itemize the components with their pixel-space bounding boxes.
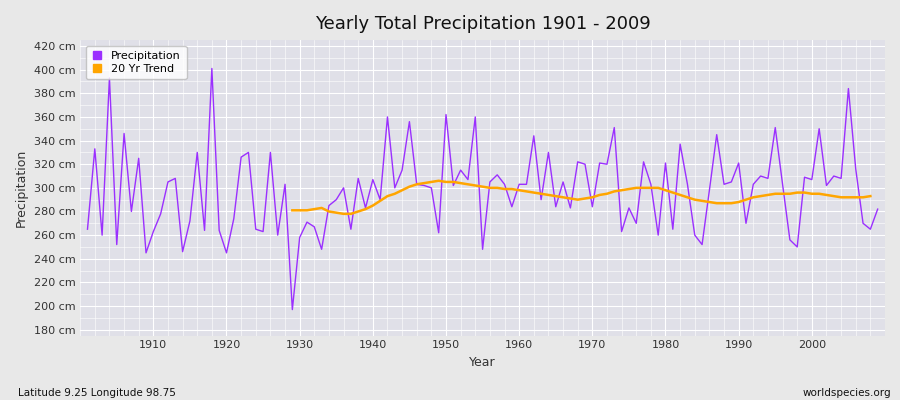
Y-axis label: Precipitation: Precipitation — [15, 149, 28, 227]
Precipitation — [521, 182, 532, 187]
Text: Latitude 9.25 Longitude 98.75: Latitude 9.25 Longitude 98.75 — [18, 388, 176, 398]
Precipitation — [528, 134, 539, 138]
20 Yr Trend — [287, 208, 298, 213]
20 Yr Trend — [814, 191, 824, 196]
20 Yr Trend — [338, 212, 349, 216]
20 Yr Trend — [558, 195, 569, 200]
20 Yr Trend — [697, 198, 707, 203]
Precipitation — [360, 206, 371, 210]
Line: Precipitation: Precipitation — [87, 68, 878, 310]
Text: worldspecies.org: worldspecies.org — [803, 388, 891, 398]
20 Yr Trend — [645, 186, 656, 190]
Precipitation — [316, 247, 327, 252]
20 Yr Trend — [675, 192, 686, 197]
Precipitation — [140, 250, 151, 255]
20 Yr Trend — [652, 186, 663, 190]
Precipitation — [82, 227, 93, 232]
Precipitation — [616, 229, 627, 234]
Line: 20 Yr Trend: 20 Yr Trend — [292, 181, 870, 214]
X-axis label: Year: Year — [469, 356, 496, 369]
Precipitation — [287, 307, 298, 312]
Legend: Precipitation, 20 Yr Trend: Precipitation, 20 Yr Trend — [86, 46, 186, 79]
20 Yr Trend — [433, 178, 444, 183]
Precipitation — [206, 66, 217, 71]
Precipitation — [872, 207, 883, 212]
20 Yr Trend — [865, 194, 876, 198]
Title: Yearly Total Precipitation 1901 - 2009: Yearly Total Precipitation 1901 - 2009 — [315, 15, 651, 33]
